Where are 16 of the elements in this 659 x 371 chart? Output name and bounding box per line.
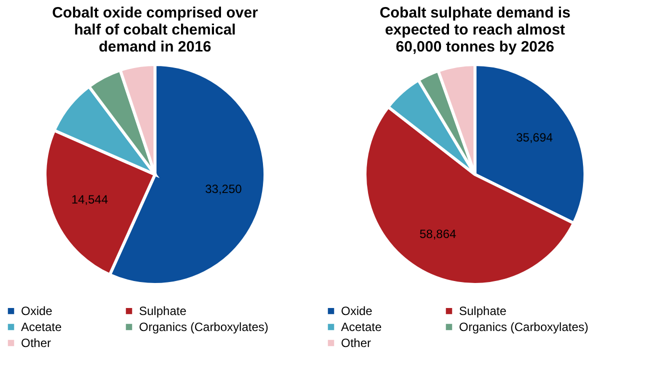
chart-title: Cobalt oxide comprised over half of cobalt chemical demand in 2016 xyxy=(52,4,258,56)
legend-label: Other xyxy=(21,336,52,350)
legend-label: Oxide xyxy=(341,304,373,318)
legend-label: Acetate xyxy=(21,320,62,334)
legend-label: Sulphate xyxy=(139,304,187,318)
data-label: 33,250 xyxy=(205,182,242,196)
legend-label: Organics (Carboxylates) xyxy=(459,320,588,334)
data-label: 35,694 xyxy=(516,130,554,145)
legend-label: Oxide xyxy=(21,304,53,318)
data-label: 14,544 xyxy=(71,192,108,207)
legend-label: Acetate xyxy=(341,320,382,334)
data-label: 58,864 xyxy=(419,226,457,241)
legend-label: Organics (Carboxylates) xyxy=(139,320,268,334)
legend-label: Sulphate xyxy=(459,304,507,318)
chart-title: Cobalt sulphate demand is expected to reach almost 60,000 tonnes by 2026 xyxy=(380,4,570,56)
legend-label: Other xyxy=(341,336,372,350)
